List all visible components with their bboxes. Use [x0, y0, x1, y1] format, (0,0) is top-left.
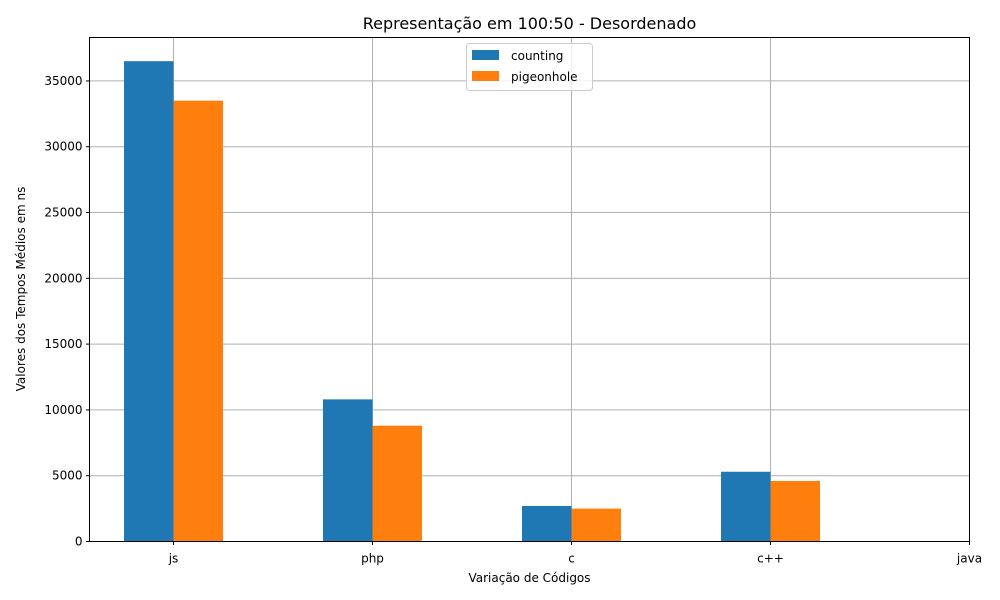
y-tick-label: 20000	[44, 271, 82, 285]
y-tick-label: 10000	[44, 403, 82, 417]
axes-layer	[89, 37, 970, 542]
bar-counting-c++	[721, 471, 771, 542]
x-tick-label: php	[361, 552, 384, 566]
x-tick-label: js	[168, 552, 179, 566]
y-tick-label: 35000	[44, 74, 82, 88]
legend: counting pigeonhole	[466, 43, 593, 91]
plot-frame	[89, 37, 970, 542]
y-tick-label: 15000	[44, 337, 82, 351]
y-tick-label: 30000	[44, 140, 82, 154]
bar-pigeonhole-js	[173, 100, 223, 542]
y-tick-label: 25000	[44, 206, 82, 220]
x-tick-label: c	[568, 552, 575, 566]
bar-pigeonhole-c++	[770, 480, 820, 542]
x-tick-label: c++	[757, 552, 784, 566]
bar-pigeonhole-c	[571, 508, 621, 542]
bars-layer	[124, 61, 820, 542]
legend-label-pigeonhole: pigeonhole	[511, 70, 578, 84]
bar-counting-c	[522, 505, 572, 542]
ticks-layer: 0 5000 10000 15000 20000 25000 30000 35000 js php…	[44, 74, 982, 566]
bar-counting-php	[323, 399, 373, 542]
bar-counting-js	[124, 61, 174, 542]
x-axis-label: Variação de Códigos	[468, 571, 590, 585]
y-tick-label: 0	[75, 535, 83, 549]
bar-pigeonhole-php	[372, 425, 422, 542]
y-axis-label: Valores dos Tempos Médios em ns	[14, 187, 28, 392]
legend-swatch-counting	[472, 50, 499, 60]
chart-title: Representação em 100:50 - Desordenado	[363, 14, 697, 33]
legend-swatch-pigeonhole	[472, 71, 499, 81]
y-tick-label: 5000	[52, 469, 83, 483]
x-tick-label: java	[956, 552, 982, 566]
legend-label-counting: counting	[511, 49, 563, 63]
